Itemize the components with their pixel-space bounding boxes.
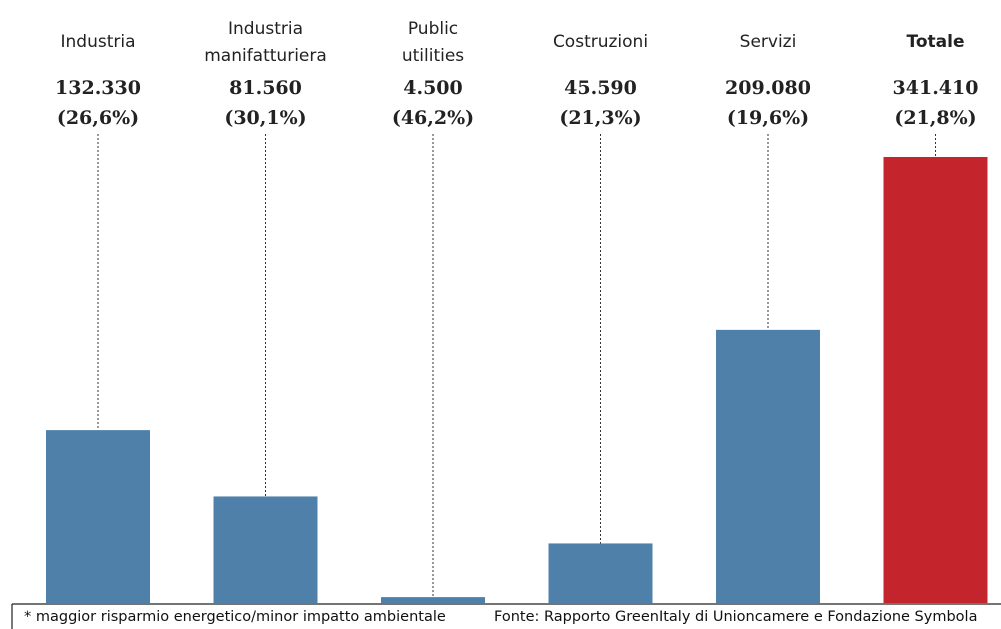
category-line: Industria bbox=[228, 19, 303, 39]
bar bbox=[548, 543, 653, 603]
category-line: Totale bbox=[907, 32, 965, 52]
category-label: Industria manifatturiera bbox=[204, 19, 327, 66]
value-label: 341.410 bbox=[893, 77, 979, 99]
bar bbox=[716, 329, 820, 603]
category-line: Costruzioni bbox=[553, 32, 648, 52]
category-label: Industria bbox=[60, 32, 135, 52]
value-label: 81.560 bbox=[229, 77, 302, 99]
value-label: 4.500 bbox=[403, 77, 463, 99]
value-label: 132.330 bbox=[55, 77, 141, 99]
category-line: manifatturiera bbox=[204, 46, 327, 66]
bar bbox=[381, 597, 485, 603]
footnote: * maggior risparmio energetico/minor imp… bbox=[24, 609, 446, 625]
share-label: (21,3%) bbox=[559, 107, 641, 129]
share-label: (21,8%) bbox=[894, 107, 976, 129]
category-line: Servizi bbox=[740, 32, 797, 52]
category-line: Industria bbox=[60, 32, 135, 52]
bar bbox=[213, 496, 318, 603]
category-label: Totale bbox=[907, 32, 965, 52]
category-label: Servizi bbox=[740, 32, 797, 52]
bar bbox=[46, 430, 150, 603]
share-label: (30,1%) bbox=[224, 107, 306, 129]
value-label: 45.590 bbox=[564, 77, 637, 99]
category-line: Public bbox=[408, 19, 458, 39]
share-label: (46,2%) bbox=[392, 107, 474, 129]
category-line: utilities bbox=[402, 46, 464, 66]
share-label: (26,6%) bbox=[57, 107, 139, 129]
category-label: Public utilities bbox=[402, 19, 464, 66]
source: Fonte: Rapporto GreenItaly di Unioncamer… bbox=[494, 609, 977, 625]
value-label: 209.080 bbox=[725, 77, 811, 99]
bar bbox=[883, 157, 988, 603]
share-label: (19,6%) bbox=[727, 107, 809, 129]
category-label: Costruzioni bbox=[553, 32, 648, 52]
